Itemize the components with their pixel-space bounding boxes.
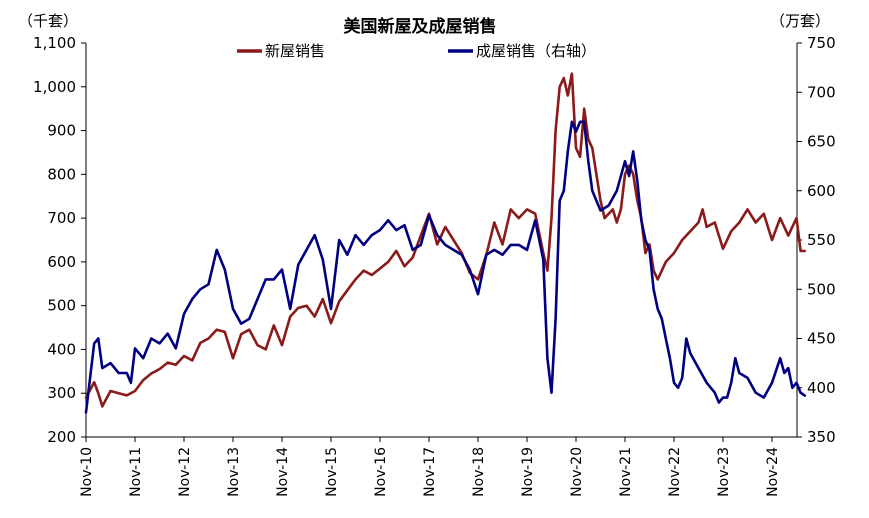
- right-axis-unit: （万套）: [770, 12, 830, 30]
- x-tick-label: Nov-12: [177, 447, 193, 497]
- left-y-tick-label: 1,100: [33, 34, 76, 52]
- x-tick-label: Nov-13: [226, 447, 242, 497]
- right-y-tick-label: 600: [807, 182, 836, 200]
- left-y-tick-label: 600: [47, 253, 76, 271]
- x-tick-label: Nov-23: [716, 447, 732, 497]
- x-tick-label: Nov-16: [373, 447, 389, 497]
- x-tick-label: Nov-10: [79, 447, 95, 497]
- legend-label-new-home-sales: 新屋销售: [265, 42, 325, 60]
- left-y-tick-label: 400: [47, 340, 76, 358]
- right-y-tick-label: 700: [807, 83, 836, 101]
- left-y-tick-label: 500: [47, 297, 76, 315]
- legend-label-existing-home-sales: 成屋销售（右轴）: [476, 42, 596, 60]
- series-line-existing-home-sales: [84, 120, 807, 414]
- left-y-tick-label: 200: [47, 428, 76, 446]
- right-y-tick-label: 750: [807, 34, 836, 52]
- left-y-tick-label: 800: [47, 165, 76, 183]
- left-y-tick-label: 700: [47, 209, 76, 227]
- left-axis-unit: （千套）: [18, 12, 78, 30]
- x-tick-label: Nov-22: [667, 447, 683, 497]
- x-tick-label: Nov-19: [520, 447, 536, 497]
- x-tick-label: Nov-15: [324, 447, 340, 497]
- x-tick-label: Nov-14: [275, 447, 291, 497]
- right-y-tick-label: 650: [807, 133, 836, 151]
- chart-title: 美国新屋及成屋销售: [344, 16, 497, 37]
- x-tick-label: Nov-11: [128, 447, 144, 497]
- x-tick-label: Nov-17: [422, 447, 438, 497]
- left-y-tick-label: 1,000: [33, 78, 76, 96]
- series-line-new-home-sales: [84, 72, 807, 408]
- x-tick-label: Nov-24: [765, 447, 781, 497]
- x-tick-label: Nov-20: [569, 447, 585, 497]
- left-y-tick-label: 300: [47, 384, 76, 402]
- left-y-tick-label: 900: [47, 122, 76, 140]
- right-y-tick-label: 450: [807, 330, 836, 348]
- chart-legend: 新屋销售 成屋销售（右轴）: [237, 42, 596, 60]
- right-y-tick-label: 500: [807, 280, 836, 298]
- x-tick-label: Nov-18: [471, 447, 487, 497]
- right-y-tick-label: 550: [807, 231, 836, 249]
- right-y-tick-label: 350: [807, 428, 836, 446]
- right-y-tick-label: 400: [807, 379, 836, 397]
- x-tick-label: Nov-21: [618, 447, 634, 497]
